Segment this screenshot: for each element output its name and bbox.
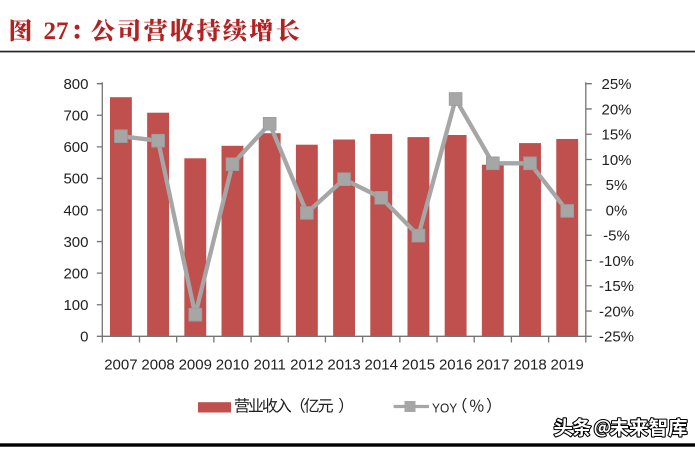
svg-text:2018: 2018 <box>513 356 546 373</box>
svg-text:0%: 0% <box>606 202 628 219</box>
svg-text:600: 600 <box>63 139 88 156</box>
svg-text:-5%: -5% <box>603 228 630 245</box>
svg-text:500: 500 <box>63 171 88 188</box>
svg-text:20%: 20% <box>601 101 631 118</box>
svg-text:5%: 5% <box>606 177 628 194</box>
svg-text:700: 700 <box>63 108 88 125</box>
svg-text:-25%: -25% <box>599 329 634 346</box>
svg-text:-20%: -20% <box>599 303 634 320</box>
svg-text:2008: 2008 <box>141 356 174 373</box>
svg-text:2011: 2011 <box>254 356 286 373</box>
svg-text:2009: 2009 <box>179 356 212 373</box>
svg-text:25%: 25% <box>601 76 631 93</box>
svg-text:2012: 2012 <box>290 356 323 373</box>
svg-text:2017: 2017 <box>476 356 509 373</box>
svg-text:2010: 2010 <box>216 356 249 373</box>
svg-text:400: 400 <box>63 202 88 219</box>
svg-text:-10%: -10% <box>599 253 634 270</box>
svg-text:2013: 2013 <box>327 356 360 373</box>
svg-text:2007: 2007 <box>104 356 137 373</box>
svg-text:2014: 2014 <box>365 356 398 373</box>
svg-text:2015: 2015 <box>402 356 435 373</box>
svg-text:YOY: YOY <box>432 400 457 415</box>
svg-text:0: 0 <box>80 329 88 346</box>
svg-text:100: 100 <box>63 297 88 314</box>
svg-text:800: 800 <box>63 76 88 93</box>
svg-text:15%: 15% <box>601 127 631 144</box>
svg-text:2019: 2019 <box>551 356 584 373</box>
svg-text:27: 27 <box>44 18 69 45</box>
svg-text:2016: 2016 <box>439 356 472 373</box>
svg-text:200: 200 <box>63 265 88 282</box>
svg-text:-15%: -15% <box>599 278 634 295</box>
svg-text:300: 300 <box>63 234 88 251</box>
svg-text:10%: 10% <box>601 152 631 169</box>
